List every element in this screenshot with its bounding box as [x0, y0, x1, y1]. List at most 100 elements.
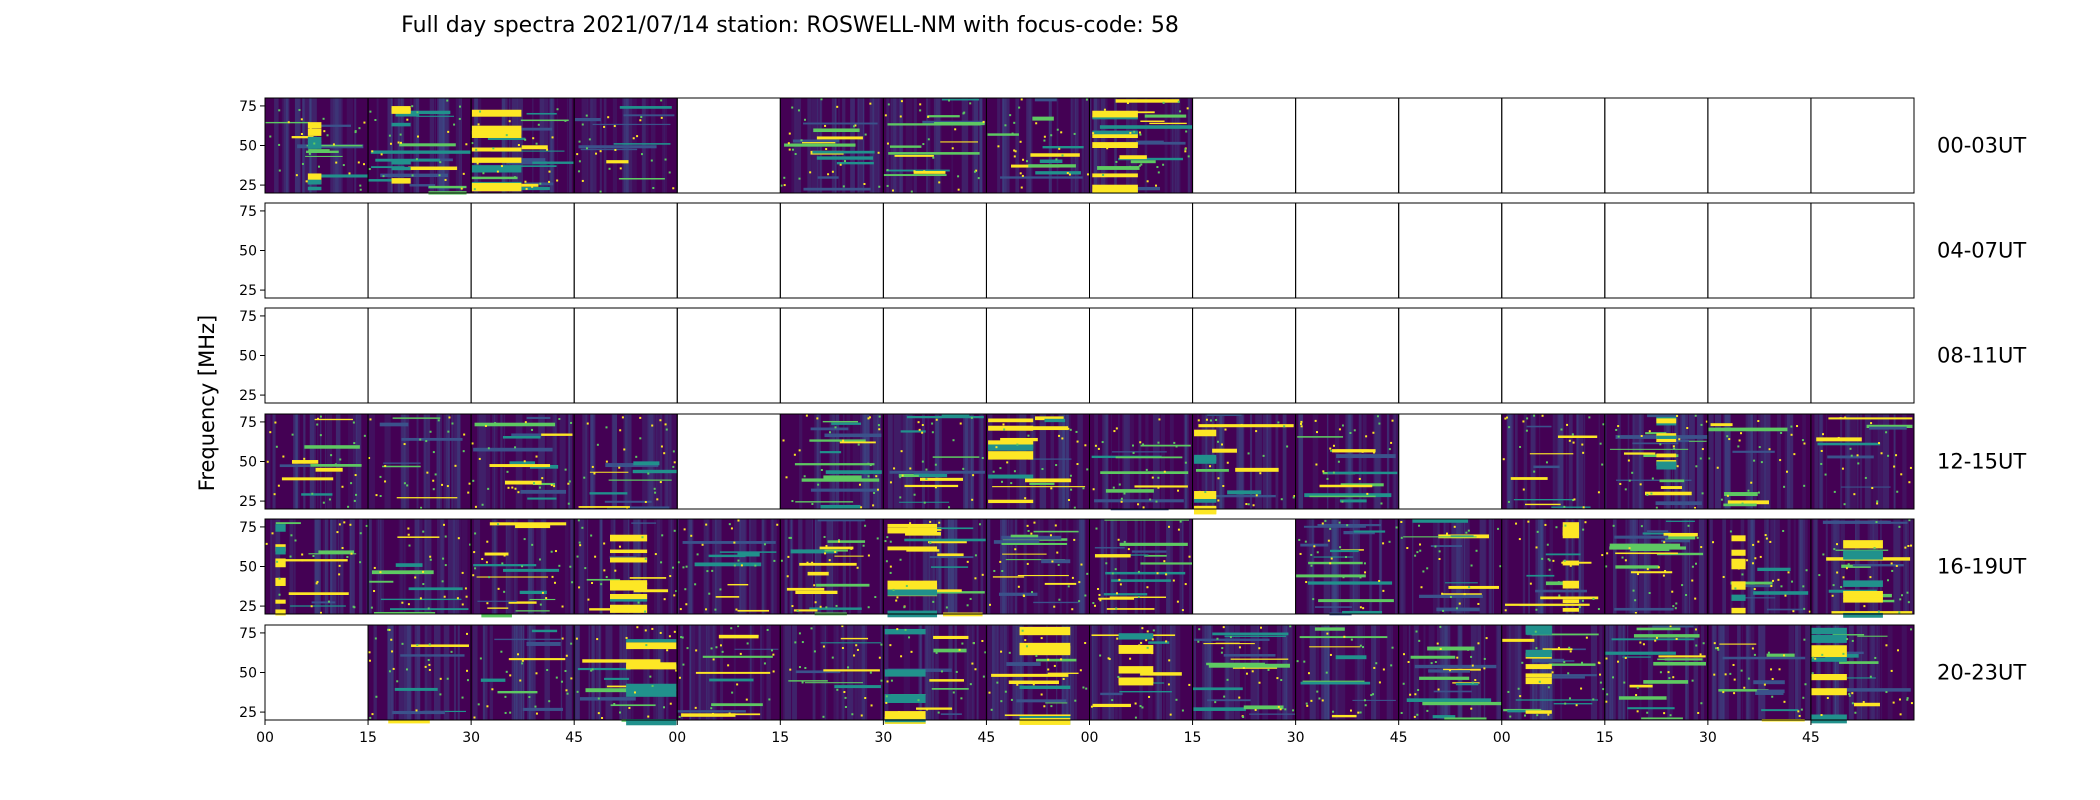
speckle — [319, 611, 322, 614]
rfi-line — [889, 470, 985, 474]
empty-panel — [1604, 202, 1709, 299]
speckle — [439, 693, 442, 696]
speckle — [661, 534, 664, 537]
noise-column — [887, 414, 893, 509]
noise-column — [934, 414, 940, 509]
speckle — [1848, 694, 1851, 697]
speckle — [322, 117, 325, 120]
noise-column — [1234, 625, 1240, 720]
noise-column — [663, 98, 665, 193]
noise-column — [1275, 414, 1279, 509]
rfi-line — [508, 658, 566, 661]
speckle — [1324, 519, 1327, 522]
rfi-line — [836, 162, 874, 165]
rfi-line — [279, 464, 311, 468]
speckle — [1876, 502, 1879, 505]
noise-column — [623, 519, 630, 614]
rfi-line — [1710, 423, 1733, 427]
rfi-line — [632, 469, 677, 474]
speckle — [517, 653, 520, 656]
noise-column — [1824, 625, 1829, 720]
rfi-line — [1609, 448, 1689, 450]
speckle — [1395, 526, 1398, 529]
speckle — [391, 650, 394, 653]
speckle — [1529, 582, 1532, 585]
speckle — [1475, 549, 1478, 552]
speckle — [1084, 444, 1087, 447]
noise-column — [452, 519, 460, 614]
speckle — [1672, 605, 1675, 608]
speckle — [1099, 654, 1102, 657]
rfi-line — [810, 488, 880, 492]
speckle — [298, 460, 301, 463]
speckle — [508, 120, 511, 123]
speckle — [1771, 677, 1774, 680]
burst-band — [1811, 653, 1847, 658]
speckle — [1544, 523, 1547, 526]
noise-column — [1076, 519, 1083, 614]
noise-column — [734, 519, 741, 614]
speckle — [1073, 506, 1076, 509]
rfi-line — [401, 437, 463, 441]
speckle — [1747, 489, 1750, 492]
speckle — [438, 174, 441, 177]
rfi-line — [1857, 635, 1888, 637]
rfi-line — [1455, 682, 1479, 686]
rfi-line — [992, 576, 1025, 578]
rfi-line — [677, 710, 746, 713]
panel-frame — [1089, 307, 1194, 404]
noise-column — [656, 625, 663, 720]
speckle — [561, 637, 564, 640]
noise-column — [1334, 519, 1339, 614]
speckle — [471, 142, 474, 145]
burst-band — [1843, 593, 1883, 599]
speckle — [1615, 428, 1618, 431]
noise-column — [570, 519, 575, 614]
rfi-line — [812, 150, 875, 154]
speckle — [548, 700, 551, 703]
speckle — [1681, 584, 1684, 587]
noise-column — [1864, 414, 1871, 509]
speckle — [1363, 699, 1366, 702]
noise-column — [611, 414, 618, 509]
noise-column — [1326, 414, 1329, 509]
speckle — [1694, 597, 1697, 600]
rfi-line — [839, 441, 876, 444]
speckle — [561, 605, 564, 608]
speckle — [855, 644, 858, 647]
speckle — [301, 559, 304, 562]
speckle — [276, 560, 279, 563]
noise-column — [1008, 519, 1013, 614]
speckle — [783, 176, 786, 179]
speckle — [1697, 711, 1700, 714]
speckle — [343, 521, 346, 524]
empty-panel — [985, 307, 1090, 404]
noise-column — [1751, 414, 1754, 509]
noise-column — [403, 625, 411, 720]
speckle — [1305, 702, 1308, 705]
speckle — [1321, 522, 1324, 525]
speckle — [836, 688, 839, 691]
rfi-line — [1753, 680, 1785, 685]
speckle — [444, 564, 447, 567]
noise-column — [980, 414, 984, 509]
speckle — [1439, 625, 1442, 628]
rows-layer: 25507500-03UT25507504-07UT25507508-11UT2… — [239, 97, 2026, 726]
speckle — [1648, 592, 1651, 595]
speckle — [581, 526, 584, 529]
noise-column — [1166, 519, 1173, 614]
burst-band — [887, 589, 938, 596]
noise-column — [438, 414, 442, 509]
speckle — [1107, 657, 1110, 660]
noise-column — [1579, 519, 1584, 614]
y-tick-label: 25 — [239, 283, 257, 299]
noise-column — [657, 625, 665, 720]
speckle — [481, 157, 484, 160]
speckle — [1669, 714, 1672, 717]
panel-frame — [1192, 518, 1297, 615]
speckle — [625, 636, 628, 639]
rfi-line — [408, 587, 463, 591]
speckle — [889, 571, 892, 574]
speckle — [828, 431, 831, 434]
noise-column — [1724, 414, 1730, 509]
